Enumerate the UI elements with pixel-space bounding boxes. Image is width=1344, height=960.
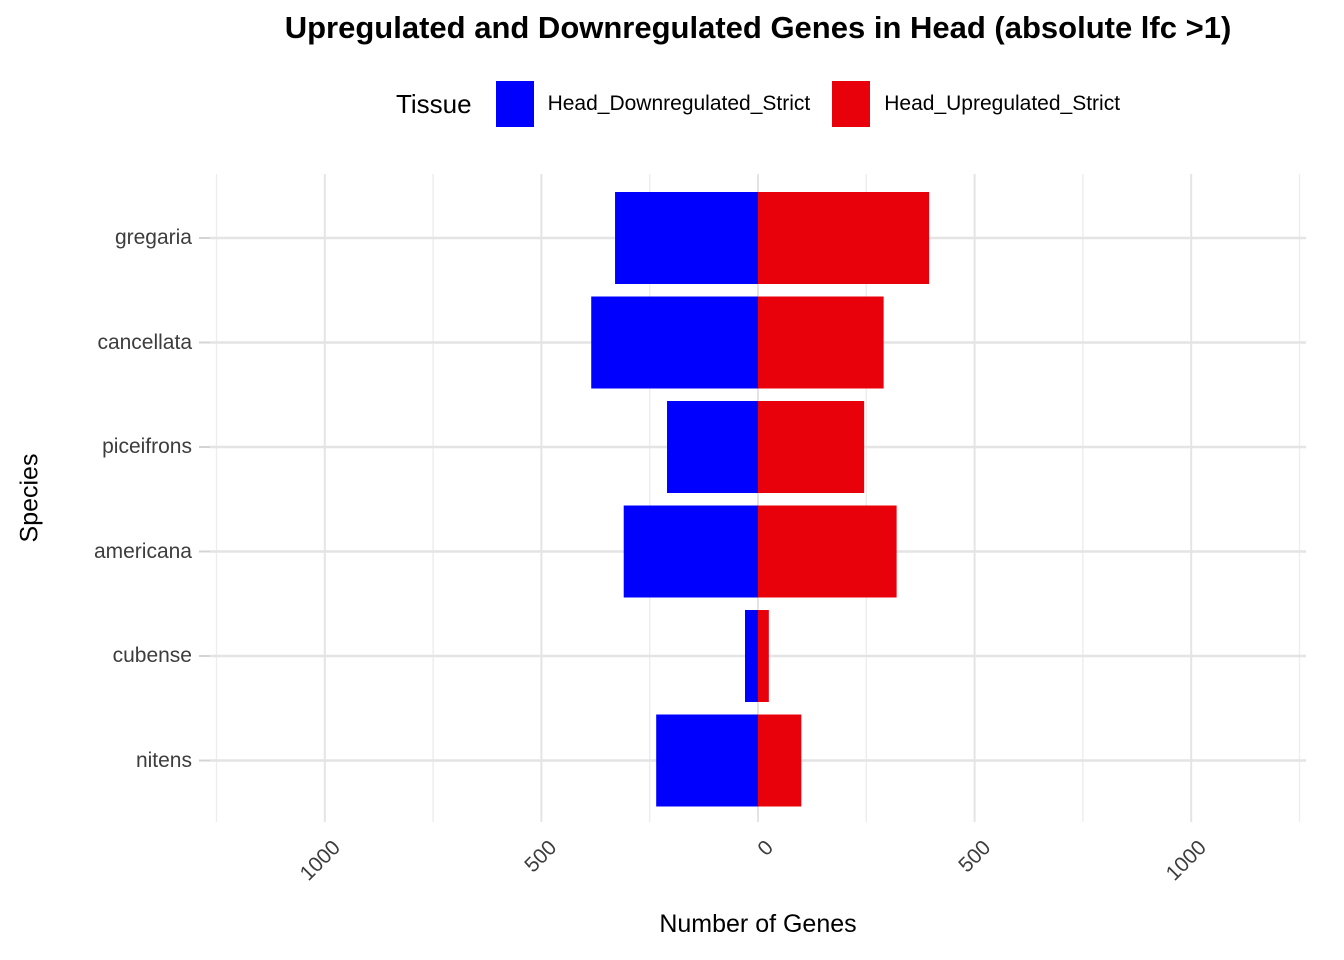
bar-downregulated-cubense <box>745 610 758 702</box>
y-tick-label-cubense: cubense <box>112 644 192 667</box>
bar-downregulated-gregaria <box>615 192 758 284</box>
x-tick-label-500-3: 500 <box>953 836 995 878</box>
legend-item-label-downregulated: Head_Downregulated_Strict <box>547 92 811 115</box>
y-tick-label-gregaria: gregaria <box>114 226 192 249</box>
legend-item-upregulated: Head_Upregulated_Strict <box>832 81 1120 127</box>
bar-downregulated-piceifrons <box>667 401 758 493</box>
bar-upregulated-gregaria <box>758 192 930 284</box>
x-tick-label-0-2: 0 <box>753 836 779 861</box>
chart-title: Upregulated and Downregulated Genes in H… <box>284 10 1232 45</box>
bar-upregulated-cancellata <box>758 296 884 389</box>
x-tick-label-1000-4: 1000 <box>1162 836 1212 886</box>
legend-title: Tissue <box>395 88 472 119</box>
legend-key-downregulated-swatch <box>495 81 534 127</box>
legend: Tissue Head_Downregulated_Strict Head_Up… <box>172 78 1344 130</box>
x-tick-label-1000-0: 1000 <box>295 836 346 886</box>
bar-upregulated-americana <box>758 505 897 598</box>
bar-downregulated-americana <box>623 505 758 598</box>
bar-downregulated-cancellata <box>591 296 758 389</box>
y-axis-tick-labels: gregaria cancellata piceifrons americana cub… <box>0 174 200 822</box>
legend-key-upregulated-swatch <box>832 81 871 127</box>
x-tick-label-500-1: 500 <box>520 836 562 878</box>
legend-item-label-upregulated: Head_Upregulated_Strict <box>884 92 1121 115</box>
x-axis-title: Number of Genes <box>659 910 857 938</box>
y-tick-label-piceifrons: piceifrons <box>102 435 192 458</box>
bar-downregulated-nitens <box>656 714 758 807</box>
y-tick-label-nitens: nitens <box>135 748 192 772</box>
bar-upregulated-piceifrons <box>758 401 865 493</box>
legend-item-downregulated: Head_Downregulated_Strict <box>495 81 811 127</box>
y-tick-label-americana: americana <box>93 539 192 563</box>
bar-upregulated-cubense <box>758 610 769 702</box>
y-tick-label-cancellata: cancellata <box>97 330 192 354</box>
bar-upregulated-nitens <box>758 714 802 807</box>
